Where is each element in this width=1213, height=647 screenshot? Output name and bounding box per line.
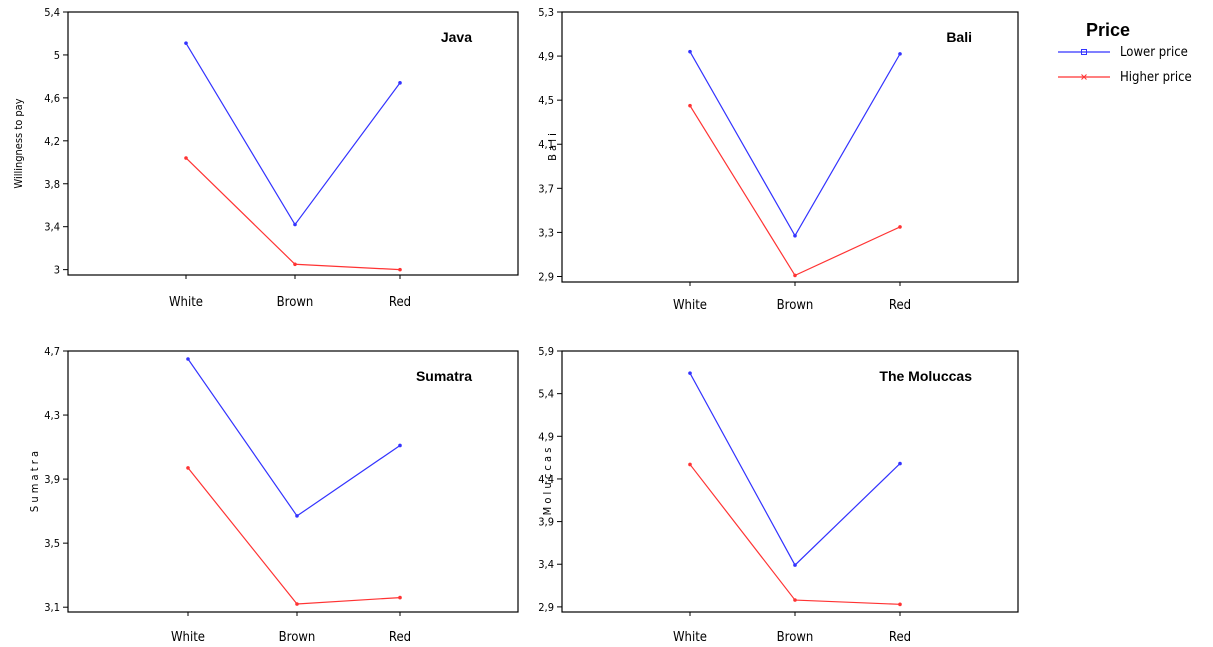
data-point	[186, 466, 190, 470]
x-tick-label: Brown	[279, 630, 316, 645]
data-point	[688, 49, 692, 54]
data-point	[398, 81, 402, 85]
data-point	[898, 602, 902, 607]
series-line-lower-price	[185, 42, 401, 226]
series-line-higher-price	[689, 464, 901, 605]
data-point	[688, 371, 692, 375]
data-point	[398, 267, 402, 272]
x-tick-label: Brown	[277, 295, 314, 310]
y-tick-label: 4,7	[44, 345, 60, 358]
y-tick-label: 3,3	[538, 226, 554, 239]
x-tick-label: Red	[389, 295, 411, 310]
series-line-higher-price	[187, 467, 401, 605]
y-tick-label: 4,5	[538, 94, 554, 107]
y-tick-label: 3	[54, 264, 60, 277]
data-point	[898, 461, 902, 466]
y-tick-label: 5,3	[538, 6, 554, 19]
panel-1: 5,4 5 4,6 4,2 3,8 3,4 3 White Brown Red Willingnes…	[12, 6, 519, 310]
plot-frame	[67, 11, 519, 276]
y-tick-label: 3,9	[44, 473, 60, 486]
legend-title: Price	[1086, 20, 1130, 40]
y-tick-label: 5,4	[44, 6, 60, 19]
x-tick-label: White	[673, 630, 707, 645]
data-point	[688, 103, 692, 108]
panel-title: Bali	[946, 29, 972, 45]
x-tick-label: Red	[389, 630, 411, 645]
data-point	[688, 462, 692, 467]
y-tick-label: 2,9	[538, 270, 554, 283]
x-tick-label: Brown	[777, 630, 814, 645]
y-tick-label: 4,9	[538, 430, 554, 443]
y-tick-label: 4,6	[44, 92, 60, 105]
y-tick-label: 3,4	[538, 558, 554, 571]
panel-4: 5,9 5,4 4,9 4,4 3,9 3,4 2,9 White Brown Red M o l …	[538, 345, 1019, 645]
legend-marker-x	[1081, 74, 1087, 80]
y-tick-label: 5,9	[538, 345, 554, 358]
series-line-higher-price	[185, 157, 401, 271]
legend: Price Lower price Higher price	[1058, 20, 1192, 85]
x-tick-label: White	[171, 630, 205, 645]
y-tick-label: 3,7	[538, 182, 554, 195]
legend-item: Lower price	[1058, 45, 1188, 60]
data-point	[898, 225, 902, 229]
data-point	[184, 41, 188, 45]
y-axis-label: Willingness to pay	[12, 98, 25, 188]
data-point	[295, 602, 299, 606]
data-point	[293, 222, 297, 227]
data-point	[398, 443, 402, 448]
data-point	[293, 262, 297, 267]
y-axis-label: M o l u c c a s	[541, 448, 554, 516]
y-tick-label: 5,4	[538, 388, 554, 401]
panel-2: 5,3 4,9 4,5 4,1 3,7 3,3 2,9 White Brown Red B a l …	[538, 6, 1019, 313]
panel-title: Java	[441, 29, 472, 45]
y-tick-label: 5	[54, 49, 60, 62]
y-tick-label: 4,3	[44, 409, 60, 422]
x-tick-label: Red	[889, 298, 911, 313]
x-tick-label: Brown	[777, 298, 814, 313]
data-point	[898, 52, 902, 56]
legend-label: Lower price	[1120, 45, 1188, 60]
series-line-lower-price	[689, 51, 901, 237]
panel-title: Sumatra	[416, 368, 472, 384]
data-point	[186, 357, 190, 361]
data-point	[295, 514, 299, 518]
y-tick-label: 3,1	[44, 601, 60, 614]
y-axis-label: B a l i	[546, 133, 559, 161]
x-tick-label: White	[169, 295, 203, 310]
x-tick-label: White	[673, 298, 707, 313]
y-axis-label: S u m a t r a	[28, 451, 41, 512]
y-tick-label: 3,5	[44, 537, 60, 550]
y-tick-label: 4,2	[44, 135, 60, 148]
x-tick-label: Red	[889, 630, 911, 645]
series-line-higher-price	[689, 105, 901, 277]
legend-label: Higher price	[1120, 70, 1192, 85]
y-tick-label: 4,1	[538, 138, 554, 151]
data-point	[793, 233, 797, 238]
y-tick-label: 3,4	[44, 221, 60, 234]
legend-marker-square	[1081, 49, 1087, 55]
panel-title: The Moluccas	[879, 368, 972, 384]
panel-3: 4,7 4,3 3,9 3,5 3,1 White Brown Red S u m a t r …	[28, 345, 519, 645]
y-tick-label: 4,4	[538, 473, 554, 486]
data-point	[793, 563, 797, 567]
data-point	[793, 598, 797, 602]
y-tick-label: 3,8	[44, 178, 60, 191]
y-tick-label: 4,9	[538, 50, 554, 63]
legend-item: Higher price	[1058, 70, 1192, 85]
data-point	[398, 595, 402, 600]
series-line-lower-price	[187, 358, 401, 517]
data-point	[793, 273, 797, 278]
plot-frame	[67, 350, 519, 613]
plot-frame	[561, 350, 1019, 613]
data-point	[184, 156, 188, 160]
series-line-lower-price	[689, 372, 901, 567]
plot-frame	[561, 11, 1019, 283]
y-tick-label: 2,9	[538, 601, 554, 614]
y-tick-label: 3,9	[538, 516, 554, 529]
